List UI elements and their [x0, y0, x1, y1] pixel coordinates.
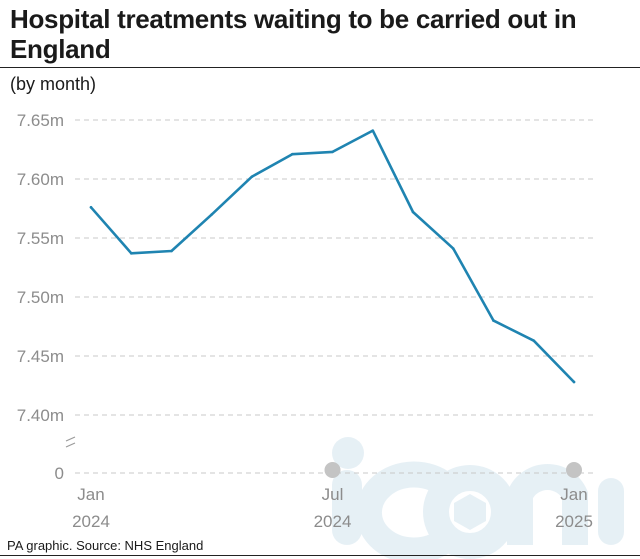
- data-point: [290, 152, 294, 156]
- y-tick-label: 7.60m: [17, 170, 64, 189]
- x-axis: Jan 2024 Jul 2024 Jan 2025: [72, 462, 593, 531]
- data-point: [129, 252, 133, 255]
- y-tick-label: 7.50m: [17, 288, 64, 307]
- x-tick-month: Jan: [77, 485, 104, 504]
- data-point: [250, 175, 254, 178]
- data-point: [572, 380, 576, 384]
- y-tick-label: 7.45m: [17, 347, 64, 366]
- series-line: [89, 129, 576, 384]
- source-note: PA graphic. Source: NHS England: [7, 538, 204, 553]
- y-tick-label: 7.55m: [17, 229, 64, 248]
- y-tick-label: 7.65m: [17, 111, 64, 130]
- data-point: [371, 129, 375, 132]
- title-rule: [0, 67, 640, 68]
- data-series: [89, 129, 576, 384]
- x-tick-marker: [324, 462, 341, 478]
- x-tick-month: Jan: [560, 485, 587, 504]
- x-tick-year: 2024: [314, 512, 352, 531]
- data-point: [170, 249, 173, 253]
- axis-break-icon: [65, 436, 76, 448]
- iconic-watermark-logo: [332, 437, 624, 559]
- x-tick-year: 2024: [72, 512, 110, 531]
- data-point: [532, 339, 536, 342]
- x-tick-month: Jul: [322, 485, 344, 504]
- data-point: [411, 210, 415, 214]
- data-point: [492, 319, 495, 322]
- chart-subtitle: (by month): [10, 74, 97, 94]
- chart-title: Hospital treatments waiting to be carrie…: [10, 4, 577, 64]
- data-point: [331, 150, 334, 154]
- grid-lines: [75, 119, 596, 474]
- data-point: [451, 247, 455, 250]
- x-tick-marker: [566, 462, 582, 478]
- x-tick-year: 2025: [555, 512, 593, 531]
- y-tick-label: 7.40m: [17, 406, 64, 425]
- y-zero-label: 0: [55, 464, 64, 483]
- data-point: [89, 206, 93, 209]
- data-point: [210, 213, 214, 216]
- footer-rule: [0, 555, 640, 556]
- y-axis: 7.65m 7.60m 7.55m 7.50m 7.45m 7.40m 0: [17, 111, 76, 483]
